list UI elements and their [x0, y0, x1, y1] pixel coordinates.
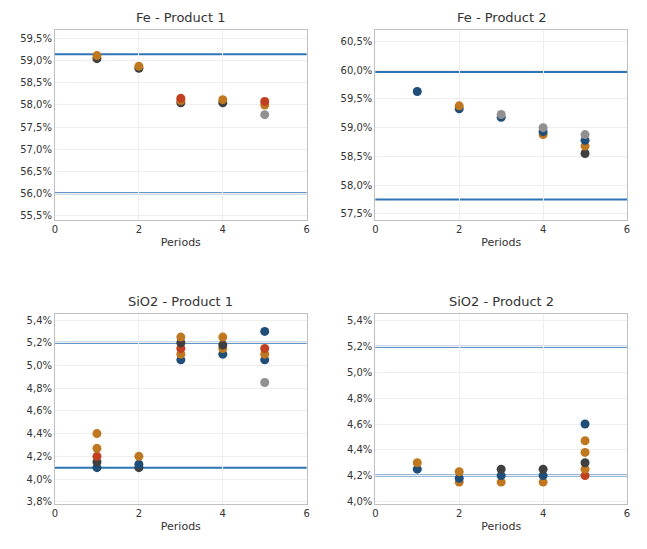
svg-text:4,8%: 4,8% — [27, 383, 52, 394]
svg-text:4: 4 — [220, 224, 226, 235]
svg-text:2: 2 — [136, 224, 142, 235]
svg-text:60,0%: 60,0% — [341, 65, 373, 76]
svg-text:59,0%: 59,0% — [341, 122, 373, 133]
svg-text:4,6%: 4,6% — [347, 419, 372, 430]
svg-text:2: 2 — [456, 224, 462, 235]
svg-text:5,0%: 5,0% — [27, 360, 52, 371]
svg-text:60,5%: 60,5% — [341, 36, 373, 47]
svg-text:0: 0 — [372, 224, 378, 235]
svg-text:58,0%: 58,0% — [20, 99, 52, 110]
svg-text:58,5%: 58,5% — [341, 151, 373, 162]
svg-text:5,2%: 5,2% — [347, 341, 372, 352]
svg-text:5,0%: 5,0% — [347, 367, 372, 378]
svg-text:2: 2 — [456, 508, 462, 519]
svg-text:6: 6 — [303, 508, 309, 519]
svg-text:4,6%: 4,6% — [27, 405, 52, 416]
svg-text:58,5%: 58,5% — [20, 77, 52, 88]
svg-text:6: 6 — [624, 508, 630, 519]
svg-text:4,0%: 4,0% — [347, 496, 372, 507]
svg-text:5,2%: 5,2% — [27, 337, 52, 348]
svg-text:2: 2 — [136, 508, 142, 519]
svg-text:0: 0 — [52, 508, 58, 519]
svg-text:6: 6 — [303, 224, 309, 235]
svg-text:59,0%: 59,0% — [20, 55, 52, 66]
svg-text:4,4%: 4,4% — [347, 444, 372, 455]
svg-text:4: 4 — [540, 224, 546, 235]
svg-text:Periods: Periods — [161, 520, 201, 533]
svg-text:3,8%: 3,8% — [27, 496, 52, 507]
svg-text:Periods: Periods — [161, 236, 201, 249]
svg-text:4,0%: 4,0% — [27, 474, 52, 485]
svg-text:57,5%: 57,5% — [341, 208, 373, 219]
svg-text:4,4%: 4,4% — [27, 428, 52, 439]
svg-text:Fe - Product 2: Fe - Product 2 — [457, 10, 546, 25]
svg-text:4,2%: 4,2% — [347, 470, 372, 481]
svg-text:Periods: Periods — [481, 520, 521, 533]
svg-text:5,4%: 5,4% — [347, 315, 372, 326]
svg-text:56,5%: 56,5% — [20, 166, 52, 177]
svg-text:4,2%: 4,2% — [27, 451, 52, 462]
svg-text:59,5%: 59,5% — [341, 93, 373, 104]
svg-text:0: 0 — [372, 508, 378, 519]
svg-text:57,5%: 57,5% — [20, 122, 52, 133]
svg-text:57,0%: 57,0% — [20, 144, 52, 155]
svg-text:4,8%: 4,8% — [347, 393, 372, 404]
svg-text:58,0%: 58,0% — [341, 180, 373, 191]
svg-text:6: 6 — [624, 224, 630, 235]
svg-text:Periods: Periods — [481, 236, 521, 249]
svg-text:SiO2 - Product 1: SiO2 - Product 1 — [128, 294, 233, 309]
svg-text:59,5%: 59,5% — [20, 33, 52, 44]
svg-text:4: 4 — [540, 508, 546, 519]
svg-text:0: 0 — [52, 224, 58, 235]
svg-text:Fe - Product 1: Fe - Product 1 — [136, 10, 225, 25]
svg-text:55,5%: 55,5% — [20, 210, 52, 221]
svg-text:5,4%: 5,4% — [27, 315, 52, 326]
svg-text:SiO2 - Product 2: SiO2 - Product 2 — [449, 294, 554, 309]
svg-text:56,0%: 56,0% — [20, 188, 52, 199]
svg-text:4: 4 — [220, 508, 226, 519]
